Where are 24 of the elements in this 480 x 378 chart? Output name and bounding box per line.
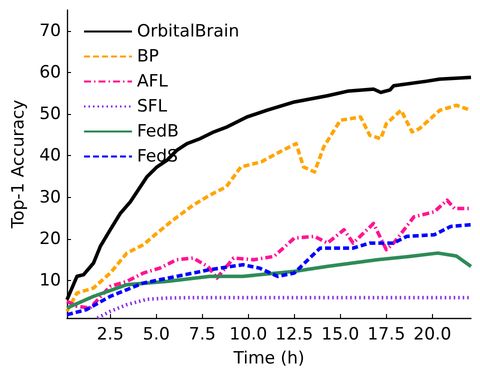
x-tick-label: 12.5 — [275, 324, 314, 344]
x-axis-title: Time (h) — [232, 348, 305, 368]
y-tick-label: 60 — [39, 62, 61, 82]
y-tick-label: 10 — [39, 270, 61, 291]
y-axis-title: Top-1 Accuracy — [8, 100, 28, 230]
legend-label: BP — [137, 46, 159, 66]
legend-label: AFL — [137, 72, 168, 92]
y-tick-label: 40 — [39, 146, 61, 166]
x-tick-label: 15.0 — [321, 324, 360, 344]
x-tick-label: 5.0 — [142, 324, 170, 344]
x-tick-label: 17.5 — [367, 324, 406, 344]
legend-label: FedB — [137, 122, 179, 142]
y-tick-label: 30 — [39, 187, 61, 208]
line-series — [65, 251, 473, 310]
y-tick-label: 50 — [39, 104, 61, 124]
x-tick-label: 20.0 — [413, 324, 452, 344]
legend-label: SFL — [137, 96, 168, 116]
line-series — [65, 223, 473, 316]
y-tick-label: 70 — [39, 20, 61, 41]
x-tick-label: 7.5 — [188, 324, 216, 344]
x-tick-label: 10.0 — [229, 324, 268, 344]
legend-label: OrbitalBrain — [137, 22, 240, 42]
y-tick-label: 20 — [39, 228, 61, 249]
x-tick-label: 2.5 — [96, 324, 124, 344]
